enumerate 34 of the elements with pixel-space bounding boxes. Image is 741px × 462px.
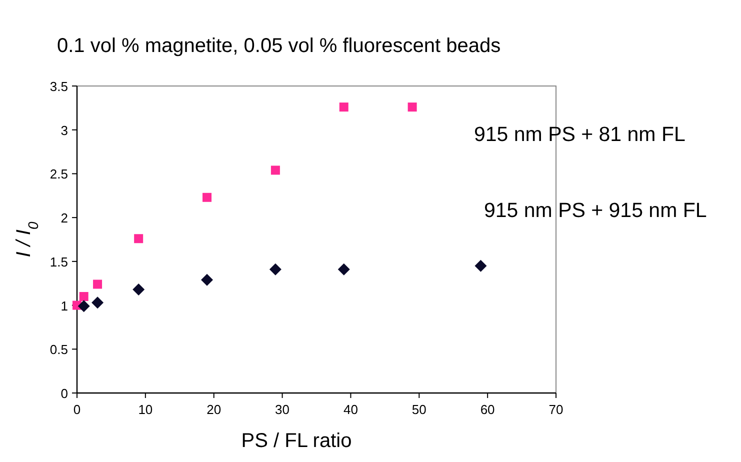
y-tick-label: 3.5 bbox=[50, 79, 68, 94]
x-tick-label: 0 bbox=[73, 402, 81, 417]
y-tick-label: 1.5 bbox=[50, 254, 68, 270]
y-tick-label: 2.5 bbox=[50, 166, 68, 182]
x-tick-label: 50 bbox=[412, 402, 426, 417]
point bbox=[134, 234, 144, 244]
point bbox=[93, 280, 102, 289]
y-tick-label: 2 bbox=[60, 210, 68, 226]
chart-title: 0.1 vol % magnetite, 0.05 vol % fluorescent beads bbox=[57, 35, 501, 57]
point bbox=[132, 283, 145, 296]
point bbox=[338, 263, 350, 276]
y-tick-label: 0.5 bbox=[50, 342, 68, 358]
point bbox=[474, 260, 487, 272]
point bbox=[269, 263, 282, 276]
y-tick-label: 1 bbox=[60, 298, 68, 314]
point bbox=[270, 166, 280, 175]
point bbox=[78, 300, 90, 312]
x-tick-label: 30 bbox=[275, 402, 290, 417]
x-tick-label: 60 bbox=[480, 402, 495, 417]
point bbox=[92, 296, 104, 309]
x-tick-label: 40 bbox=[343, 402, 358, 417]
point bbox=[202, 192, 212, 202]
y-tick-label: 0 bbox=[60, 386, 68, 401]
x-tick-label: 70 bbox=[548, 402, 564, 417]
point bbox=[408, 102, 417, 112]
series-label: 915 nm PS + 915 nm FL bbox=[484, 199, 707, 222]
x-axis-title: PS / FL ratio bbox=[241, 430, 352, 452]
y-tick-label: 3 bbox=[60, 122, 68, 138]
x-tick-label: 10 bbox=[138, 402, 153, 417]
x-tick-label: 20 bbox=[206, 402, 222, 417]
point bbox=[339, 102, 348, 112]
text: 915 nm PS + 81 nm FL bbox=[474, 123, 686, 146]
point bbox=[201, 274, 214, 286]
point bbox=[79, 292, 88, 302]
